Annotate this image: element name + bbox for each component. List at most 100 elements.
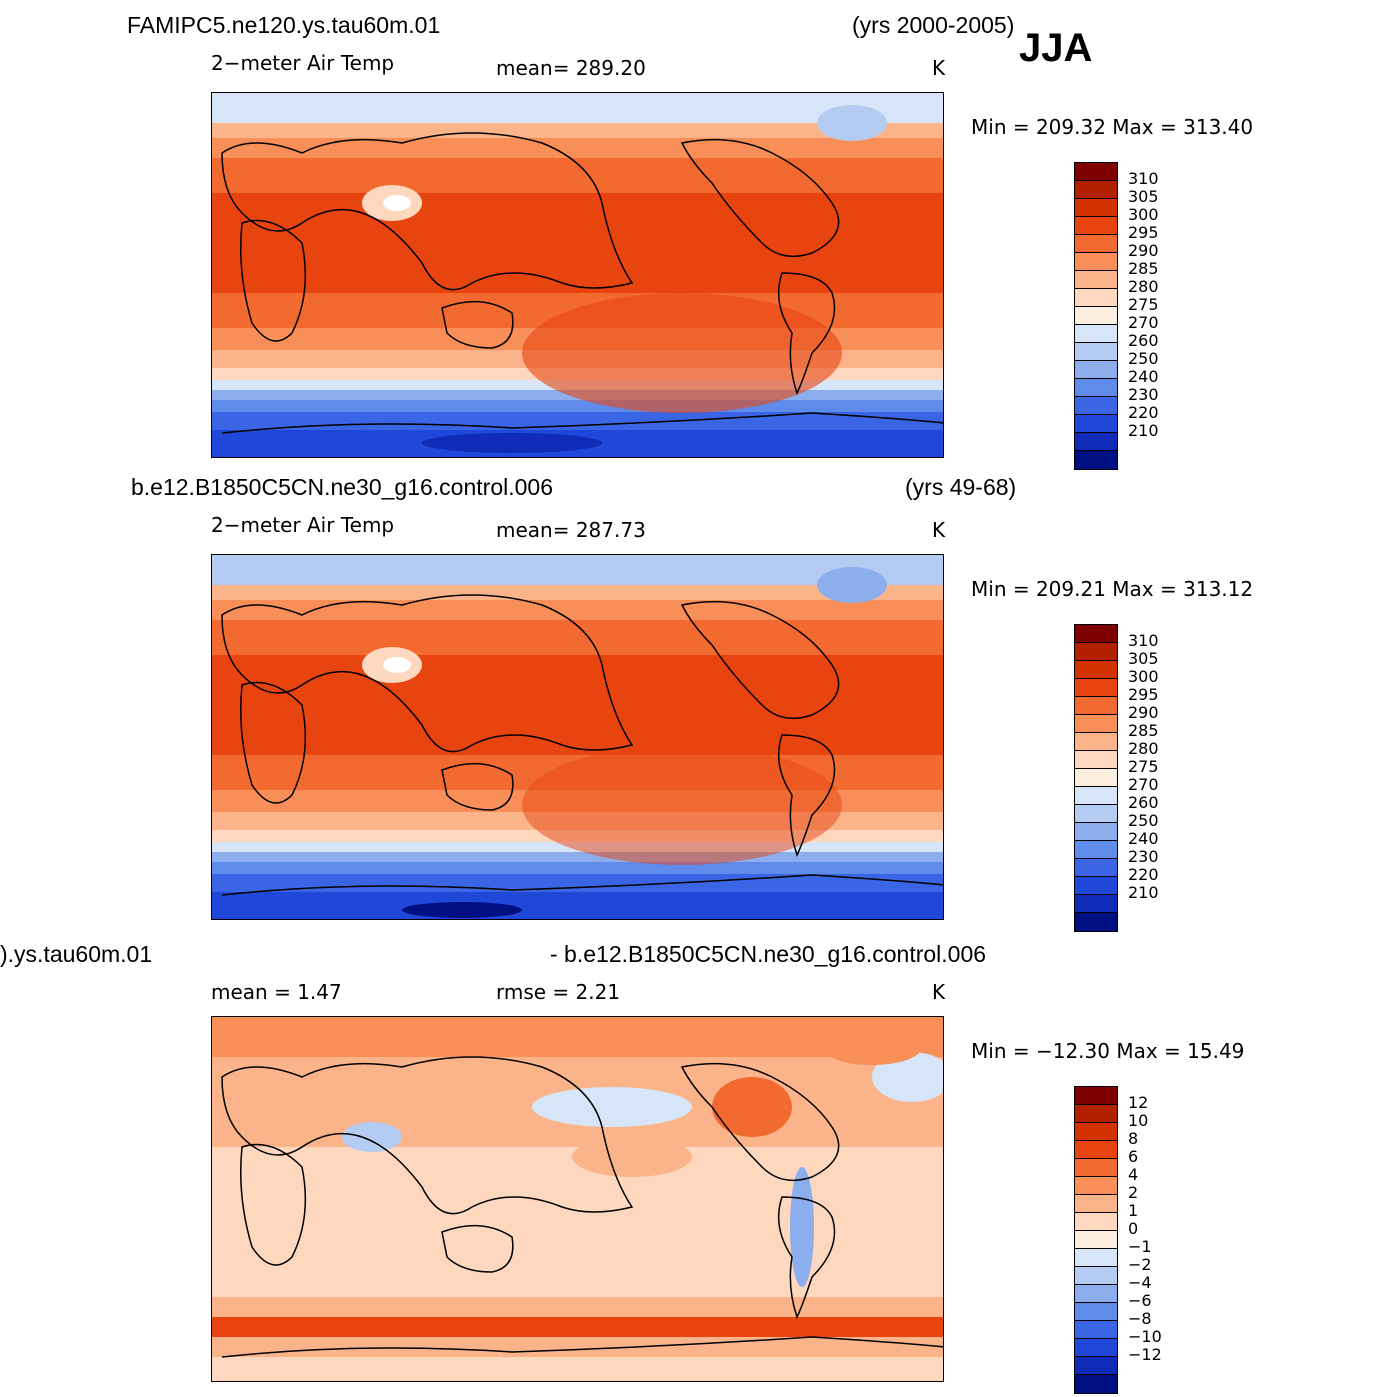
panel3-colorbar-label: −1 [1128,1237,1152,1256]
panel2-variable: 2−meter Air Temp [211,513,395,537]
panel1-colorbar-label: 230 [1128,385,1159,404]
panel2-colorbar-segment [1075,679,1117,697]
panel1-colorbar-label: 210 [1128,421,1159,440]
panel2-colorbar-segment [1075,787,1117,805]
panel2-map [211,554,944,920]
panel2-colorbar-label: 210 [1128,883,1159,902]
panel1-colorbar-label: 260 [1128,331,1159,350]
panel1-colorbar [1074,162,1118,470]
panel2-colorbar-segment [1075,643,1117,661]
panel2-colorbar-label: 240 [1128,829,1159,848]
panel1-colorbar-segment [1075,397,1117,415]
panel2-colorbar-segment [1075,715,1117,733]
panel2-mean: mean= 287.73 [496,518,646,542]
panel3-colorbar-label: 4 [1128,1165,1139,1184]
panel3-colorbar-segment [1075,1267,1117,1285]
panel2-colorbar-segment [1075,805,1117,823]
season-label: JJA [1019,26,1093,70]
panel3-minmax: Min = −12.30 Max = 15.49 [971,1039,1245,1063]
panel2-colorbar-label: 270 [1128,775,1159,794]
panel1-colorbar-label: 300 [1128,205,1159,224]
panel1-colorbar-label: 275 [1128,295,1159,314]
panel3-colorbar-label: 0 [1128,1219,1139,1238]
panel1-case-title: FAMIPC5.ne120.ys.tau60m.01 [127,12,441,38]
panel3-colorbar-segment [1075,1285,1117,1303]
panel3-map-field [212,1017,943,1381]
panel1-units: K [932,56,946,80]
panel1-colorbar-segment [1075,415,1117,433]
panel3-colorbar-segment [1075,1123,1117,1141]
panel1-colorbar-segment [1075,361,1117,379]
panel3-colorbar-segment [1075,1159,1117,1177]
panel1-colorbar-segment [1075,217,1117,235]
panel2-colorbar-segment [1075,751,1117,769]
panel2-colorbar-label: 250 [1128,811,1159,830]
panel3-colorbar-segment [1075,1231,1117,1249]
panel3-colorbar-label: −12 [1128,1345,1162,1364]
panel1-colorbar-segment [1075,271,1117,289]
panel2-colorbar-segment [1075,823,1117,841]
panel2-colorbar [1074,624,1118,932]
panel1-years: (yrs 2000-2005) [852,12,1015,38]
panel1-colorbar-label: 240 [1128,367,1159,386]
panel1-colorbar-segment [1075,379,1117,397]
panel1-colorbar-segment [1075,307,1117,325]
panel1-variable: 2−meter Air Temp [211,51,395,75]
panel2-colorbar-label: 290 [1128,703,1159,722]
panel2-map-field [212,555,943,919]
panel1-colorbar-label: 305 [1128,187,1159,206]
panel1-colorbar-segment [1075,433,1117,451]
panel1-colorbar-label: 310 [1128,169,1159,188]
panel3-colorbar-label: 6 [1128,1147,1139,1166]
panel1-colorbar-label: 250 [1128,349,1159,368]
panel3-colorbar-segment [1075,1375,1117,1393]
panel1-mean: mean= 289.20 [496,56,646,80]
panel1-colorbar-segment [1075,163,1117,181]
panel1-colorbar-label: 285 [1128,259,1159,278]
panel3-colorbar-label: 8 [1128,1129,1139,1148]
panel3-colorbar-segment [1075,1195,1117,1213]
panel2-colorbar-label: 285 [1128,721,1159,740]
panel3-colorbar-label: 10 [1128,1111,1149,1130]
panel3-colorbar-label: 12 [1128,1093,1149,1112]
panel2-colorbar-segment [1075,877,1117,895]
panel2-units: K [932,518,946,542]
panel1-colorbar-label: 220 [1128,403,1159,422]
panel2-colorbar-label: 295 [1128,685,1159,704]
panel3-mean: mean = 1.47 [211,980,342,1004]
panel1-colorbar-segment [1075,451,1117,469]
panel3-colorbar-segment [1075,1087,1117,1105]
panel2-colorbar-segment [1075,895,1117,913]
panel3-colorbar-segment [1075,1213,1117,1231]
panel3-colorbar-segment [1075,1177,1117,1195]
panel2-case-title: b.e12.B1850C5CN.ne30_g16.control.006 [131,474,553,500]
panel1-colorbar-label: 280 [1128,277,1159,296]
panel1-colorbar-segment [1075,289,1117,307]
panel1-colorbar-segment [1075,181,1117,199]
panel1-colorbar-segment [1075,343,1117,361]
panel2-colorbar-label: 280 [1128,739,1159,758]
panel2-years: (yrs 49-68) [905,474,1017,500]
panel2-colorbar-label: 230 [1128,847,1159,866]
panel3-colorbar-label: 1 [1128,1201,1139,1220]
panel2-colorbar-label: 260 [1128,793,1159,812]
panel3-colorbar-segment [1075,1357,1117,1375]
panel3-colorbar [1074,1086,1118,1394]
panel3-rmse: rmse = 2.21 [496,980,621,1004]
panel3-colorbar-label: −2 [1128,1255,1152,1274]
panel3-colorbar-segment [1075,1321,1117,1339]
panel3-colorbar-label: −10 [1128,1327,1162,1346]
panel1-map [211,92,944,458]
panel1-colorbar-segment [1075,235,1117,253]
panel2-colorbar-label: 220 [1128,865,1159,884]
panel2-colorbar-segment [1075,841,1117,859]
panel2-colorbar-segment [1075,697,1117,715]
panel3-colorbar-segment [1075,1105,1117,1123]
panel3-colorbar-label: 2 [1128,1183,1139,1202]
panel3-map [211,1016,944,1382]
panel2-colorbar-segment [1075,661,1117,679]
panel3-units: K [932,980,946,1004]
panel2-colorbar-segment [1075,733,1117,751]
panel3-colorbar-label: −6 [1128,1291,1152,1310]
panel2-colorbar-segment [1075,913,1117,931]
